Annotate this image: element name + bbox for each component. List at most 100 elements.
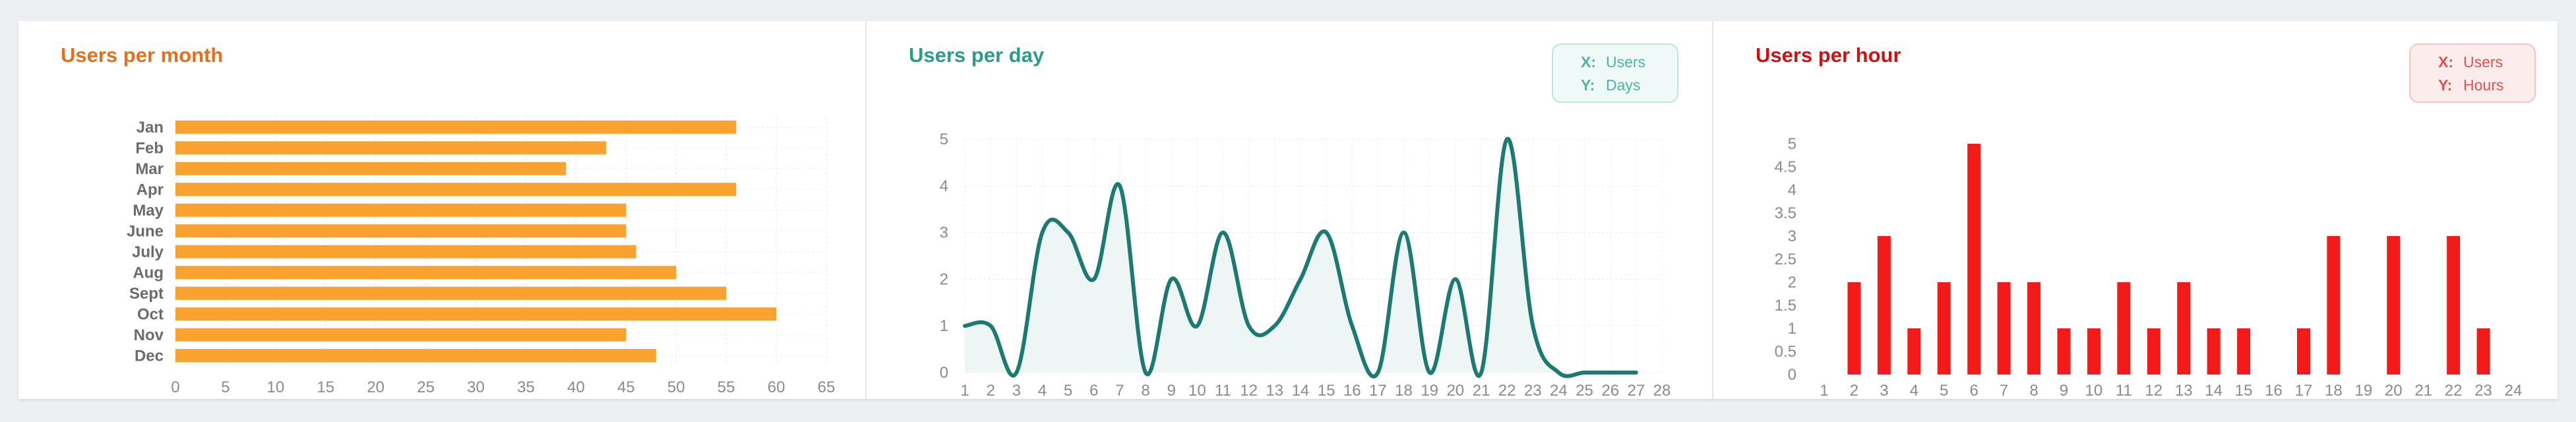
users-per-month-chart: 0 5 10 15 20 25 30 35 40 45 50 55 60 65 Jan Feb Mar Apr Ma… [127,117,835,396]
legend-y-row: Y: Days [1581,76,1640,94]
y-tick-label: 5 [1788,135,1796,153]
users-per-month-card: Users per month 0 5 10 15 20 25 30 35 40 45 50 55 60… [18,21,864,399]
series-line [963,136,1638,378]
x-tick-label: 11 [2116,382,2132,399]
y-tick-label: 5 [940,131,948,148]
bar-hour-14 [2207,328,2221,375]
category-label: Jan [137,119,164,136]
x-tick-label: 3 [1880,382,1888,399]
legend-y-value: Hours [2463,76,2504,94]
chart-title: Users per day [909,44,1045,67]
x-tick-label: 9 [1167,382,1176,399]
y-tick-label: 0.5 [1775,343,1796,361]
x-tick-label: 23 [1524,382,1542,399]
x-tick-label: 5 [1064,382,1072,399]
x-tick-label: 17 [1369,382,1387,399]
x-tick-label: 22 [2445,382,2463,399]
x-tick-label: 25 [417,378,435,396]
bar-may [175,203,627,217]
series-area [965,138,1636,377]
category-label: Nov [134,326,164,344]
data-point [1506,138,1508,140]
x-tick-label: 2 [986,382,995,399]
y-tick-label: 1.5 [1775,297,1796,315]
category-label: Sept [129,285,164,303]
x-tick-label: 19 [1421,382,1438,399]
category-label: Mar [135,160,164,178]
category-label: May [133,202,164,220]
category-label: Apr [137,181,164,198]
x-tick-label: 12 [1240,382,1258,399]
bar-hour-12 [2147,328,2161,375]
x-tick-label: 27 [1628,382,1645,399]
x-tick-label: 16 [1343,382,1361,399]
bar-june [175,224,627,238]
data-point [1326,232,1327,233]
legend-x-value: Users [2463,53,2503,71]
x-tick-label: 5 [221,378,230,396]
x-tick-label: 20 [2385,382,2403,399]
x-tick-label: 18 [2325,382,2343,399]
legend-x-value: Users [1606,53,1646,71]
x-tick-label: 55 [718,378,735,396]
bar-mar [175,162,567,175]
x-tick-label: 2 [1850,382,1858,399]
dashboard-row: Users per month 0 5 10 15 20 25 30 35 40 45 50 55 60… [18,21,2558,399]
category-label: June [127,222,164,240]
legend-x-row: X: Users [2438,53,2503,71]
bar-hour-10 [2087,328,2101,375]
users-per-hour-card: Users per hour X: Users Y: Hours 0 0.5 1 1.5 2… [1712,21,2559,399]
x-tick-label: 50 [667,378,685,396]
bar-hour-23 [2476,328,2490,375]
x-tick-label: 4 [1910,382,1918,399]
chart-title: Users per hour [1756,44,1901,67]
x-tick-label: 12 [2145,382,2162,399]
x-tick-label: 7 [1115,382,1124,399]
x-tick-label: 3 [1012,382,1021,399]
y-tick-label: 3.5 [1775,204,1796,222]
bar-hour-11 [2117,282,2131,375]
y-tick-label: 2 [940,270,948,288]
bar-hour-8 [2027,282,2041,375]
bar-hour-22 [2447,236,2461,375]
bar-jan [175,120,737,134]
bar-hour-18 [2327,236,2341,375]
x-tick-label: 8 [2029,382,2038,399]
bar-hour-2 [1847,282,1861,375]
x-tick-label: 13 [2175,382,2193,399]
category-label: Oct [137,305,164,323]
x-tick-label: 6 [1089,382,1098,399]
y-tick-label: 1 [940,317,948,335]
x-tick-label: 15 [317,378,334,396]
bar-hour-15 [2237,328,2251,375]
x-tick-label: 28 [1653,382,1671,399]
bar-nov [175,328,627,342]
x-tick-label: 18 [1395,382,1413,399]
x-tick-label: 15 [1318,382,1335,399]
x-tick-label: 5 [1940,382,1948,399]
y-tick-label: 4.5 [1775,158,1796,176]
data-point [1119,185,1120,187]
category-label: Aug [133,264,164,282]
x-tick-label: 21 [1473,382,1490,399]
x-tick-label: 16 [2265,382,2283,399]
x-tick-label: 25 [1576,382,1593,399]
y-tick-label: 4 [940,177,948,195]
legend-x-key: X: [2438,53,2453,71]
data-point [1171,278,1172,280]
bar-dec [175,349,656,363]
y-tick-label: 1 [1788,320,1796,338]
bar-july [175,245,636,258]
bar-hour-9 [2057,328,2071,375]
bar-aug [175,266,677,280]
bar-hour-7 [1997,282,2011,375]
users-per-hour-chart: 00.511.522.533.544.551 2 3 4 5 6 7 8 9 10 11 12 13 14… [1775,135,2523,399]
chart-title: Users per month [61,44,224,67]
y-tick-label: 2.5 [1775,251,1796,268]
x-tick-label: 23 [2474,382,2492,399]
chart-legend: X: Users Y: Days [1552,44,1678,103]
x-tick-label: 14 [1292,382,1310,399]
bar-oct [175,307,777,321]
legend-y-key: Y: [2438,76,2453,94]
